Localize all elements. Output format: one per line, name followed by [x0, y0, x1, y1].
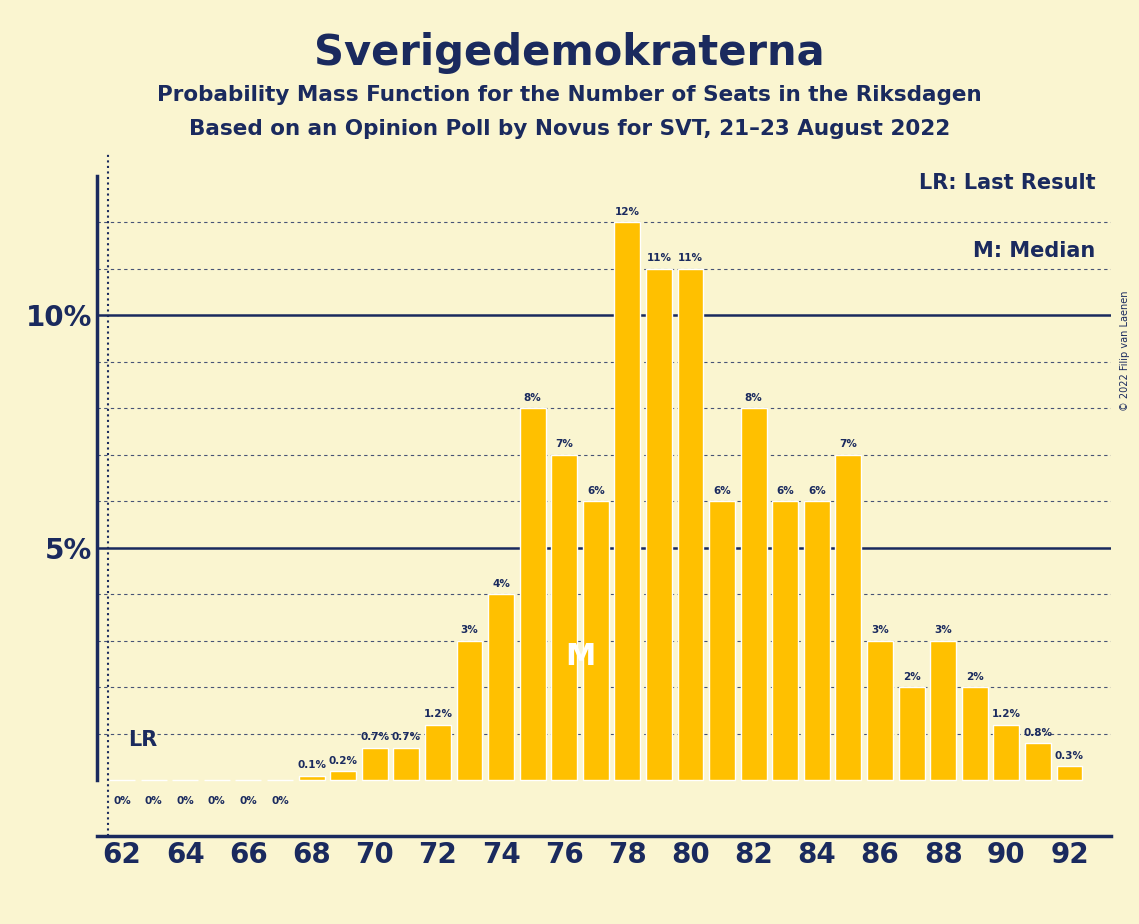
Bar [961, 687, 988, 781]
Bar [298, 776, 325, 781]
Bar [836, 455, 861, 781]
Text: 0.8%: 0.8% [1024, 727, 1052, 737]
Text: 0.1%: 0.1% [297, 760, 326, 771]
Bar [931, 641, 956, 781]
Text: 0%: 0% [208, 796, 226, 806]
Bar [614, 223, 640, 781]
Text: 0%: 0% [113, 796, 131, 806]
Text: M: Median: M: Median [973, 241, 1096, 261]
Text: 6%: 6% [713, 486, 731, 496]
Text: 0.7%: 0.7% [360, 732, 390, 742]
Text: 2%: 2% [903, 672, 920, 682]
Text: M: M [565, 642, 596, 671]
Text: 6%: 6% [587, 486, 605, 496]
Bar [362, 748, 387, 781]
Text: 0%: 0% [177, 796, 194, 806]
Text: 8%: 8% [524, 393, 541, 403]
Text: 3%: 3% [871, 626, 888, 636]
Text: 0.2%: 0.2% [329, 756, 358, 765]
Text: 0.3%: 0.3% [1055, 751, 1084, 760]
Text: 0%: 0% [271, 796, 289, 806]
Bar [740, 408, 767, 781]
Text: © 2022 Filip van Laenen: © 2022 Filip van Laenen [1121, 291, 1130, 411]
Text: 0%: 0% [239, 796, 257, 806]
Bar [1057, 766, 1082, 781]
Text: 11%: 11% [647, 253, 671, 263]
Text: 1.2%: 1.2% [992, 709, 1021, 719]
Text: 0%: 0% [145, 796, 163, 806]
Bar [772, 502, 798, 781]
Bar [678, 269, 704, 781]
Bar [899, 687, 925, 781]
Text: Sverigedemokraterna: Sverigedemokraterna [314, 32, 825, 74]
Text: 4%: 4% [492, 578, 510, 589]
Text: 11%: 11% [678, 253, 703, 263]
Bar [330, 772, 357, 781]
Text: 7%: 7% [839, 439, 858, 449]
Bar [551, 455, 577, 781]
Text: 6%: 6% [777, 486, 794, 496]
Text: 0.7%: 0.7% [392, 732, 420, 742]
Text: 3%: 3% [934, 626, 952, 636]
Bar [425, 724, 451, 781]
Text: 2%: 2% [966, 672, 984, 682]
Bar [457, 641, 483, 781]
Bar [804, 502, 830, 781]
Text: Based on an Opinion Poll by Novus for SVT, 21–23 August 2022: Based on an Opinion Poll by Novus for SV… [189, 119, 950, 140]
Bar [993, 724, 1019, 781]
Text: 12%: 12% [615, 207, 640, 216]
Bar [489, 594, 514, 781]
Text: 6%: 6% [808, 486, 826, 496]
Bar [710, 502, 735, 781]
Bar [646, 269, 672, 781]
Text: 7%: 7% [555, 439, 573, 449]
Text: 3%: 3% [460, 626, 478, 636]
Text: 8%: 8% [745, 393, 762, 403]
Text: Probability Mass Function for the Number of Seats in the Riksdagen: Probability Mass Function for the Number… [157, 85, 982, 105]
Bar [867, 641, 893, 781]
Text: LR: LR [129, 730, 157, 750]
Text: LR: Last Result: LR: Last Result [919, 173, 1096, 193]
Bar [583, 502, 608, 781]
Bar [519, 408, 546, 781]
Bar [1025, 743, 1051, 781]
Text: 1.2%: 1.2% [424, 709, 452, 719]
Bar [393, 748, 419, 781]
